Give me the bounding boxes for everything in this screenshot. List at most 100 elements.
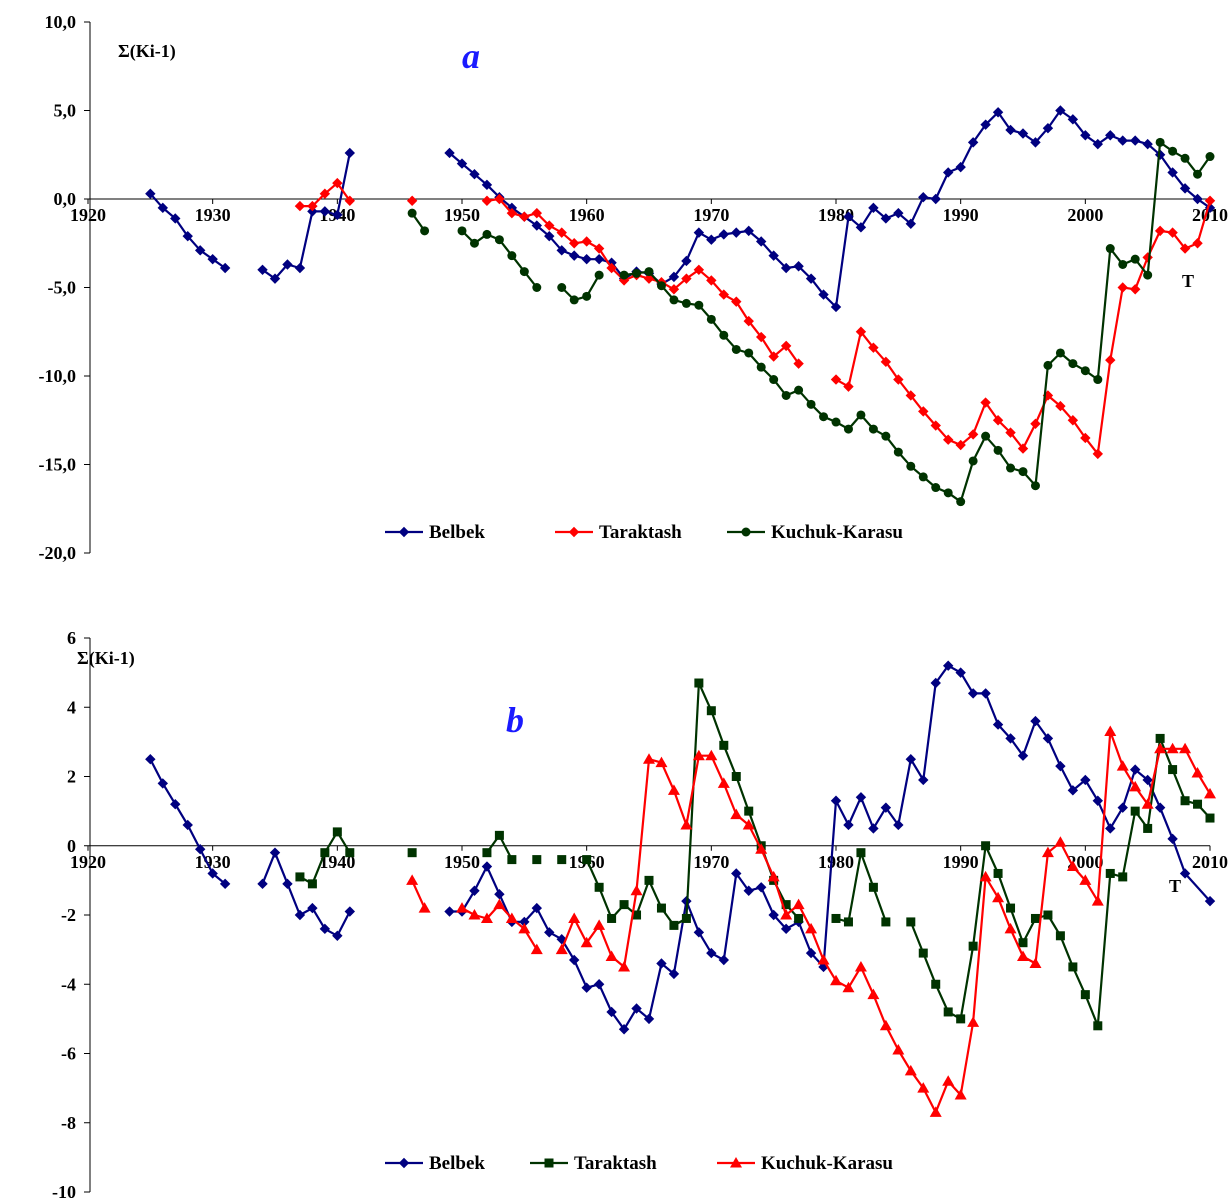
data-point (993, 445, 1003, 455)
data-point (1017, 950, 1029, 962)
data-point (718, 954, 730, 966)
y-tick-label: 2 (67, 767, 76, 787)
data-point (744, 806, 754, 816)
data-point (830, 374, 842, 385)
data-point (332, 827, 342, 837)
data-point (1180, 796, 1190, 806)
data-point (930, 420, 941, 431)
data-point (618, 960, 631, 972)
panel-label: a (462, 36, 480, 76)
data-point (781, 900, 791, 910)
data-point (854, 960, 867, 972)
data-point (1080, 774, 1091, 786)
data-point (731, 227, 742, 238)
data-point (444, 147, 455, 159)
data-point (806, 399, 816, 409)
data-point (494, 830, 504, 840)
data-point (905, 218, 917, 229)
data-point (780, 340, 792, 352)
data-point (481, 861, 493, 872)
data-point (282, 259, 293, 270)
data-point (1080, 130, 1091, 141)
data-point (544, 927, 555, 938)
data-point (1142, 252, 1153, 263)
data-point (1042, 122, 1054, 134)
data-point (632, 910, 642, 920)
data-point (1143, 823, 1153, 833)
data-point (706, 314, 716, 324)
data-point (1168, 765, 1178, 775)
data-point (1067, 114, 1079, 125)
data-point (544, 220, 555, 231)
data-point (831, 913, 841, 923)
data-point (1179, 183, 1191, 194)
data-point (992, 415, 1004, 426)
data-point (1041, 846, 1054, 858)
data-point (344, 147, 356, 159)
data-point (157, 778, 169, 789)
x-tick-label: 1960 (569, 205, 605, 225)
y-tick-label: -20,0 (39, 543, 77, 563)
data-point (744, 348, 754, 358)
data-point (1129, 764, 1141, 775)
data-point (1080, 990, 1090, 1000)
data-point (918, 948, 928, 958)
legend-marker (730, 1157, 742, 1168)
data-point (1004, 922, 1017, 934)
data-point (619, 900, 629, 910)
data-point (332, 930, 343, 941)
data-point (556, 227, 567, 238)
panel-label: b (506, 700, 524, 740)
x-tick-label: 2010 (1192, 852, 1228, 872)
data-point (482, 848, 492, 858)
data-point (593, 979, 605, 990)
data-point (956, 1014, 966, 1024)
data-point (219, 878, 231, 890)
data-point (606, 1006, 617, 1018)
data-point (1005, 733, 1016, 744)
data-point (1154, 802, 1166, 813)
data-point (1167, 833, 1178, 845)
chart-panel-b: 6420-2-4-6-8-101920193019401950196019701… (52, 628, 1228, 1198)
data-point (669, 920, 679, 930)
data-point (1192, 193, 1203, 205)
data-point (1091, 895, 1104, 906)
data-point (1193, 799, 1203, 809)
data-point (1142, 138, 1153, 150)
data-point (605, 950, 618, 962)
legend-marker (741, 527, 751, 537)
data-point (157, 202, 169, 214)
data-point (819, 412, 829, 422)
data-point (532, 855, 542, 865)
data-point (667, 784, 680, 795)
data-point (855, 222, 867, 233)
data-point (843, 917, 853, 927)
y-tick-label: 10,0 (45, 12, 77, 32)
data-point (1167, 227, 1178, 238)
data-point (457, 226, 467, 236)
data-point (319, 923, 331, 935)
data-point (905, 390, 917, 401)
data-point (743, 885, 754, 896)
data-point (717, 777, 730, 788)
series-line (835, 200, 1212, 455)
data-point (507, 251, 517, 261)
data-point (942, 167, 954, 178)
y-tick-label: 5,0 (54, 101, 77, 121)
data-point (1067, 415, 1079, 426)
data-point (1117, 802, 1128, 813)
data-point (568, 250, 580, 261)
data-point (643, 753, 655, 764)
data-point (332, 177, 343, 189)
data-point (456, 158, 468, 169)
data-point (706, 947, 717, 959)
data-point (855, 326, 867, 337)
data-point (568, 238, 580, 249)
data-point (955, 161, 966, 173)
data-point (1005, 427, 1016, 438)
data-point (706, 234, 717, 245)
data-point (194, 245, 206, 256)
data-point (655, 756, 668, 768)
data-point (755, 843, 768, 854)
data-point (956, 497, 966, 507)
